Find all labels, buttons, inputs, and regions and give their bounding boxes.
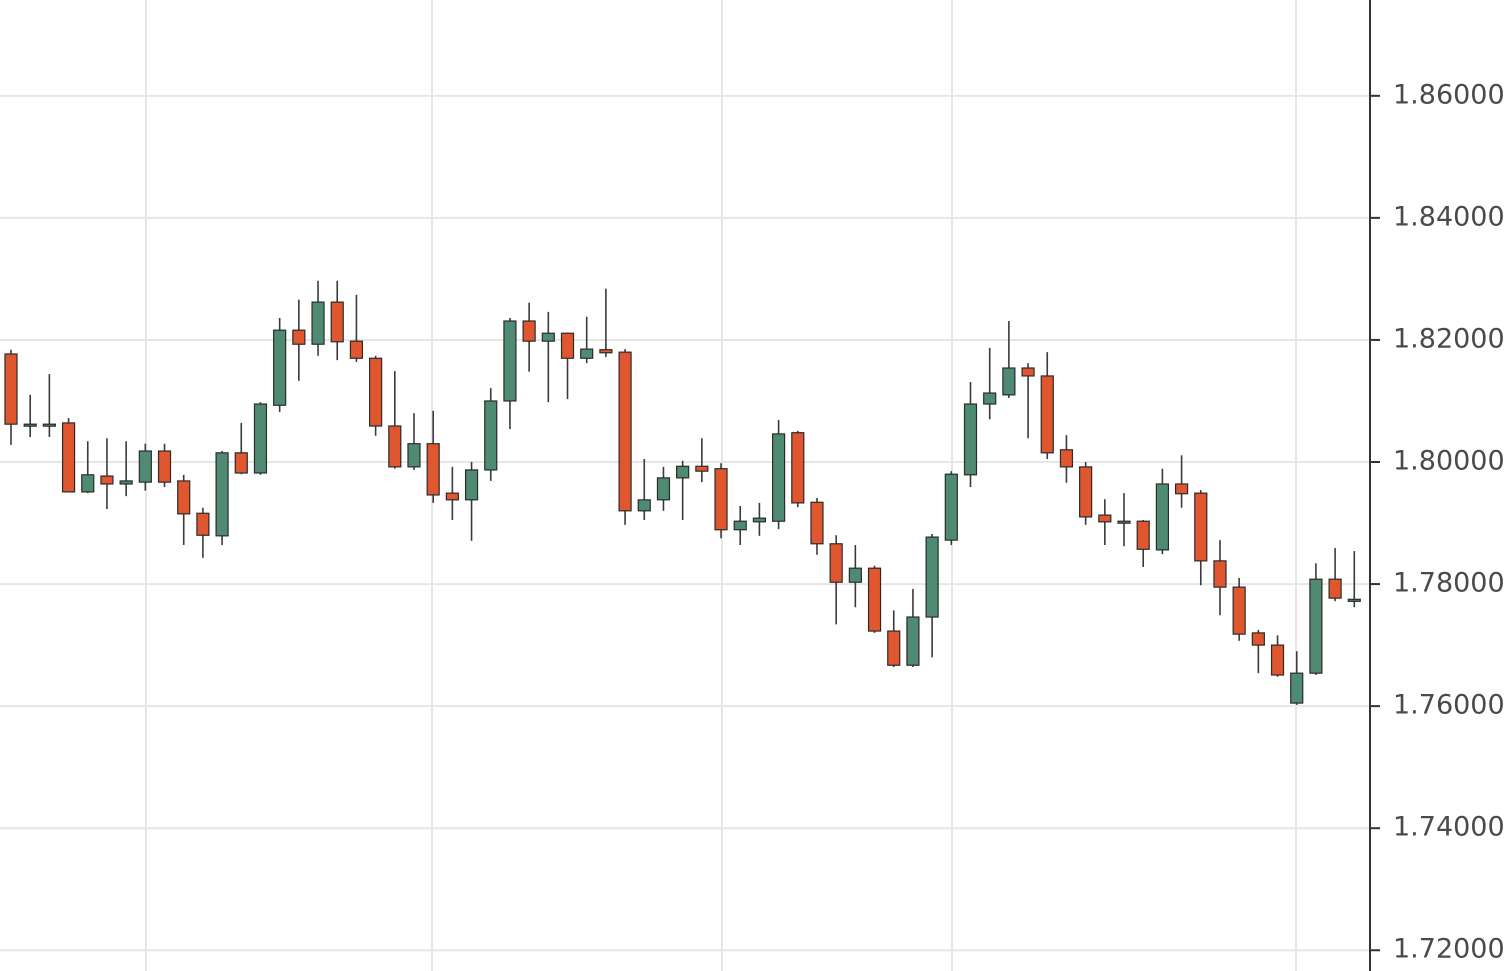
candle-body xyxy=(215,452,229,537)
candle-body xyxy=(445,492,459,501)
candle-body xyxy=(119,480,133,485)
candle-body xyxy=(810,501,824,545)
candle-body xyxy=(1251,632,1265,646)
candle-body xyxy=(1328,578,1342,599)
candle-body xyxy=(676,465,690,479)
candle-body xyxy=(656,477,671,501)
candle-body xyxy=(464,469,479,501)
price-grid xyxy=(0,94,1370,952)
candle-body xyxy=(963,403,978,476)
candle-body xyxy=(157,450,172,483)
candle-body xyxy=(599,349,613,354)
candle-body xyxy=(1155,483,1170,551)
candle-body xyxy=(733,520,747,531)
candle-body xyxy=(177,480,191,515)
candle-body xyxy=(1290,672,1304,704)
candle-body xyxy=(1136,520,1150,550)
candle-body xyxy=(407,443,421,468)
candle-body xyxy=(541,332,555,342)
candle-body xyxy=(1117,520,1131,524)
candle-body xyxy=(1002,367,1016,396)
candle-body xyxy=(791,432,805,504)
candle-body xyxy=(484,400,498,471)
candle-body xyxy=(349,340,364,359)
candle-body xyxy=(944,473,958,541)
candle-body xyxy=(1079,466,1093,518)
candle-body xyxy=(925,536,939,618)
candle-body xyxy=(273,329,287,406)
y-tick-label: 1.82000 xyxy=(1393,323,1505,354)
candle-body xyxy=(560,332,575,359)
candle-body xyxy=(1194,492,1208,562)
y-tick-label: 1.72000 xyxy=(1393,934,1505,965)
candle-body xyxy=(1098,514,1112,523)
candle-body xyxy=(311,301,325,345)
y-tick-label: 1.86000 xyxy=(1393,79,1505,110)
y-tick-label: 1.80000 xyxy=(1393,446,1505,477)
candle-body xyxy=(292,329,306,345)
candle-body xyxy=(848,567,862,583)
candle-body xyxy=(81,474,95,493)
y-tick-label: 1.76000 xyxy=(1393,690,1505,721)
candle-body xyxy=(695,465,709,472)
candle-body xyxy=(330,301,344,343)
candle-body xyxy=(522,320,536,342)
candle-body xyxy=(714,468,728,531)
candle-body xyxy=(4,353,18,425)
candle-body xyxy=(1213,560,1227,588)
candle-body xyxy=(1040,375,1054,454)
candle-body xyxy=(906,616,920,666)
candle-body xyxy=(1232,586,1246,635)
candle-body xyxy=(42,423,56,427)
candle-body xyxy=(771,433,786,522)
candle-body xyxy=(1021,367,1035,377)
candle-body xyxy=(618,351,632,512)
y-tick-label: 1.74000 xyxy=(1393,812,1505,843)
candle-body xyxy=(388,425,402,468)
candle-body xyxy=(23,423,37,427)
candle-body xyxy=(867,567,882,632)
candle-body xyxy=(1347,598,1361,602)
candle-body xyxy=(887,630,901,666)
candle-body xyxy=(503,320,517,402)
candle-body xyxy=(1309,578,1323,674)
candle-body xyxy=(1059,449,1074,468)
candle-body xyxy=(100,475,114,485)
candle-body xyxy=(637,499,651,512)
candle-body xyxy=(829,543,843,583)
candle-body xyxy=(983,392,997,405)
candle-body xyxy=(369,357,383,427)
candle-body xyxy=(196,512,210,536)
candle-body xyxy=(253,403,268,474)
candle-body xyxy=(1174,483,1189,495)
candle-body xyxy=(752,517,767,523)
candle-body xyxy=(1270,644,1285,676)
y-tick-label: 1.84000 xyxy=(1393,201,1505,232)
candle-body xyxy=(426,443,440,496)
candle-body xyxy=(234,452,248,474)
candle-body xyxy=(580,348,594,359)
candle-body xyxy=(61,422,76,493)
price-axis: 1.72000 1.74000 1.76000 1.78000 1.80000 1.820… xyxy=(1370,79,1505,965)
candle-body xyxy=(138,450,152,483)
plot-area xyxy=(4,280,1361,705)
y-tick-label: 1.78000 xyxy=(1393,568,1505,599)
